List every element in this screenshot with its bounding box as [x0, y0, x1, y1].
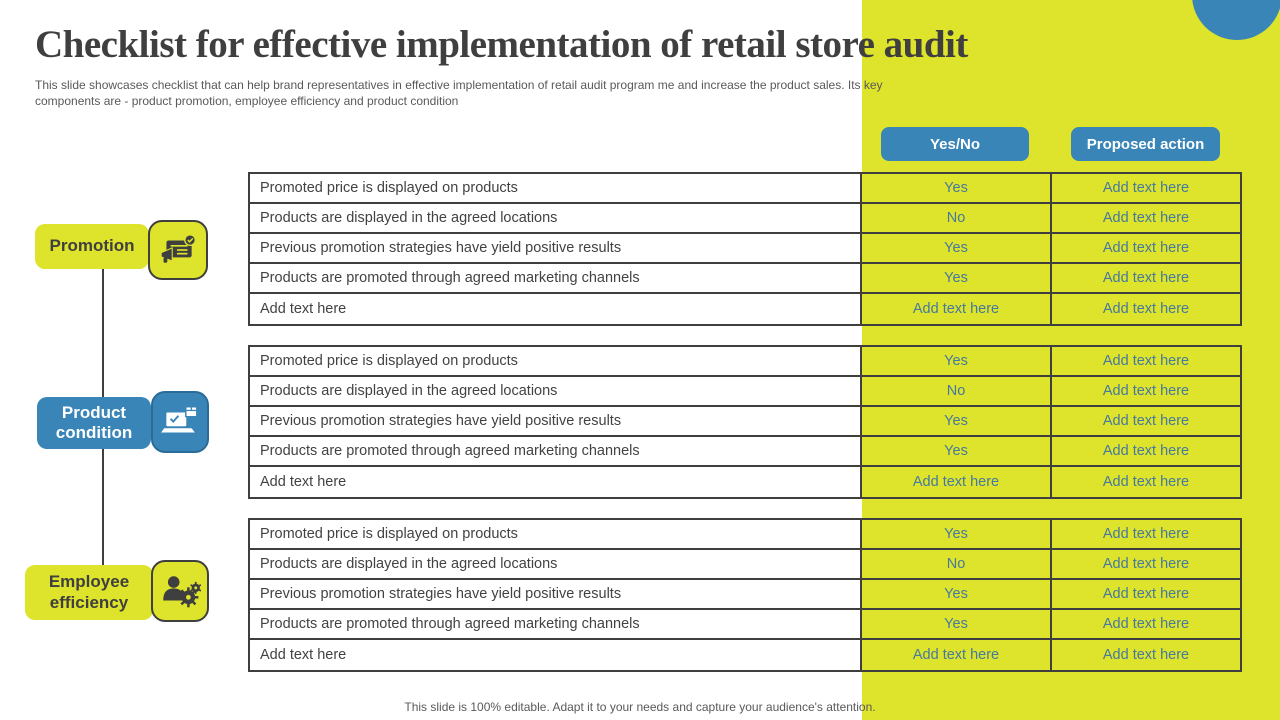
megaphone-board-icon [148, 220, 208, 280]
yes-no-cell[interactable]: Yes [862, 610, 1052, 638]
column-header-yes-no[interactable]: Yes/No [881, 127, 1029, 161]
person-gears-icon-glyph [163, 576, 201, 608]
checklist-item-cell[interactable]: Add text here [250, 294, 862, 324]
section-label-text: Employee efficiency [48, 572, 130, 612]
section-label-product-condition[interactable]: Product condition [37, 397, 151, 449]
yes-no-cell[interactable]: Add text here [862, 640, 1052, 670]
table-row: Previous promotion strategies have yield… [250, 234, 1240, 264]
laptop-check-box-icon [151, 391, 209, 453]
proposed-action-cell[interactable]: Add text here [1102, 526, 1190, 542]
checklist-item-cell: Previous promotion strategies have yield… [250, 580, 862, 608]
yes-no-cell[interactable]: Add text here [862, 467, 1052, 497]
proposed-action-cell[interactable]: Add text here [1102, 647, 1190, 663]
yes-no-cell[interactable]: Yes [862, 437, 1052, 465]
yes-no-cell[interactable]: Yes [862, 347, 1052, 375]
table-row: Add text here Add text here Add text here [250, 467, 1240, 497]
table-row: Add text here Add text here Add text here [250, 640, 1240, 670]
yes-no-cell[interactable]: No [862, 377, 1052, 405]
proposed-action-cell[interactable]: Add text here [1102, 616, 1190, 632]
proposed-action-cell[interactable]: Add text here [1102, 301, 1190, 317]
yes-no-cell[interactable]: No [862, 204, 1052, 232]
yes-no-cell[interactable]: Yes [862, 520, 1052, 548]
checklist-item-cell: Previous promotion strategies have yield… [250, 234, 862, 262]
checklist-item-cell: Previous promotion strategies have yield… [250, 407, 862, 435]
person-gears-icon [151, 560, 209, 622]
page-title: Checklist for effective implementation o… [35, 23, 968, 66]
laptop-check-box-icon-glyph [161, 406, 198, 433]
column-header-proposed-action[interactable]: Proposed action [1071, 127, 1220, 161]
proposed-action-cell[interactable]: Add text here [1102, 210, 1190, 226]
checklist-item-cell: Products are displayed in the agreed loc… [250, 204, 862, 232]
megaphone-board-icon-glyph [160, 234, 197, 263]
proposed-action-cell[interactable]: Add text here [1102, 586, 1190, 602]
table-row: Promoted price is displayed on products Y… [250, 174, 1240, 204]
proposed-action-cell[interactable]: Add text here [1102, 556, 1190, 572]
proposed-action-cell[interactable]: Add text here [1102, 383, 1190, 399]
proposed-action-cell[interactable]: Add text here [1102, 270, 1190, 286]
section-label-employee-efficiency[interactable]: Employee efficiency [25, 565, 153, 620]
proposed-action-cell[interactable]: Add text here [1102, 353, 1190, 369]
checklist-item-cell: Products are promoted through agreed mar… [250, 610, 862, 638]
yes-no-cell[interactable]: Yes [862, 234, 1052, 262]
checklist-item-cell: Products are displayed in the agreed loc… [250, 550, 862, 578]
checklist-item-cell: Products are promoted through agreed mar… [250, 437, 862, 465]
checklist-item-cell[interactable]: Add text here [250, 467, 862, 497]
proposed-action-cell[interactable]: Add text here [1102, 443, 1190, 459]
table-row: Products are displayed in the agreed loc… [250, 377, 1240, 407]
proposed-action-cell[interactable]: Add text here [1102, 240, 1190, 256]
slide-subtitle: This slide showcases checklist that can … [35, 78, 883, 109]
table-row: Promoted price is displayed on products Y… [250, 520, 1240, 550]
section-label-text: Product condition [55, 402, 133, 442]
table-row: Previous promotion strategies have yield… [250, 580, 1240, 610]
yellow-accent-band [862, 0, 1280, 720]
table-row: Previous promotion strategies have yield… [250, 407, 1240, 437]
yes-no-cell[interactable]: Yes [862, 264, 1052, 292]
checklist-item-cell: Products are displayed in the agreed loc… [250, 377, 862, 405]
checklist-table-product-condition: Promoted price is displayed on products Y… [248, 345, 1242, 499]
proposed-action-cell[interactable]: Add text here [1102, 413, 1190, 429]
slide-footer-note: This slide is 100% editable. Adapt it to… [404, 700, 876, 714]
proposed-action-cell[interactable]: Add text here [1102, 180, 1190, 196]
yes-no-cell[interactable]: Yes [862, 407, 1052, 435]
checklist-item-cell: Products are promoted through agreed mar… [250, 264, 862, 292]
yes-no-cell[interactable]: Add text here [862, 294, 1052, 324]
section-label-text: Promotion [49, 236, 135, 256]
table-row: Add text here Add text here Add text here [250, 294, 1240, 324]
table-row: Promoted price is displayed on products Y… [250, 347, 1240, 377]
table-row: Products are displayed in the agreed loc… [250, 550, 1240, 580]
checklist-table-employee-efficiency: Promoted price is displayed on products Y… [248, 518, 1242, 672]
checklist-item-cell: Promoted price is displayed on products [250, 174, 862, 202]
proposed-action-cell[interactable]: Add text here [1102, 474, 1190, 490]
yes-no-cell[interactable]: Yes [862, 174, 1052, 202]
checklist-item-cell: Promoted price is displayed on products [250, 520, 862, 548]
table-row: Products are promoted through agreed mar… [250, 264, 1240, 294]
table-row: Products are promoted through agreed mar… [250, 610, 1240, 640]
table-row: Products are displayed in the agreed loc… [250, 204, 1240, 234]
section-label-promotion[interactable]: Promotion [35, 224, 149, 269]
checklist-item-cell[interactable]: Add text here [250, 640, 862, 670]
yes-no-cell[interactable]: No [862, 550, 1052, 578]
yes-no-cell[interactable]: Yes [862, 580, 1052, 608]
checklist-item-cell: Promoted price is displayed on products [250, 347, 862, 375]
checklist-table-promotion: Promoted price is displayed on products Y… [248, 172, 1242, 326]
table-row: Products are promoted through agreed mar… [250, 437, 1240, 467]
